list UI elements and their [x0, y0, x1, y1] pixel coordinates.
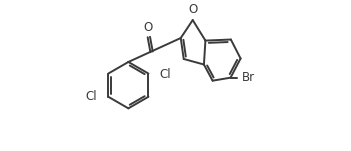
Text: O: O [143, 21, 152, 34]
Text: Cl: Cl [85, 90, 97, 103]
Text: O: O [188, 3, 197, 16]
Text: Cl: Cl [160, 68, 171, 81]
Text: Br: Br [241, 71, 254, 84]
